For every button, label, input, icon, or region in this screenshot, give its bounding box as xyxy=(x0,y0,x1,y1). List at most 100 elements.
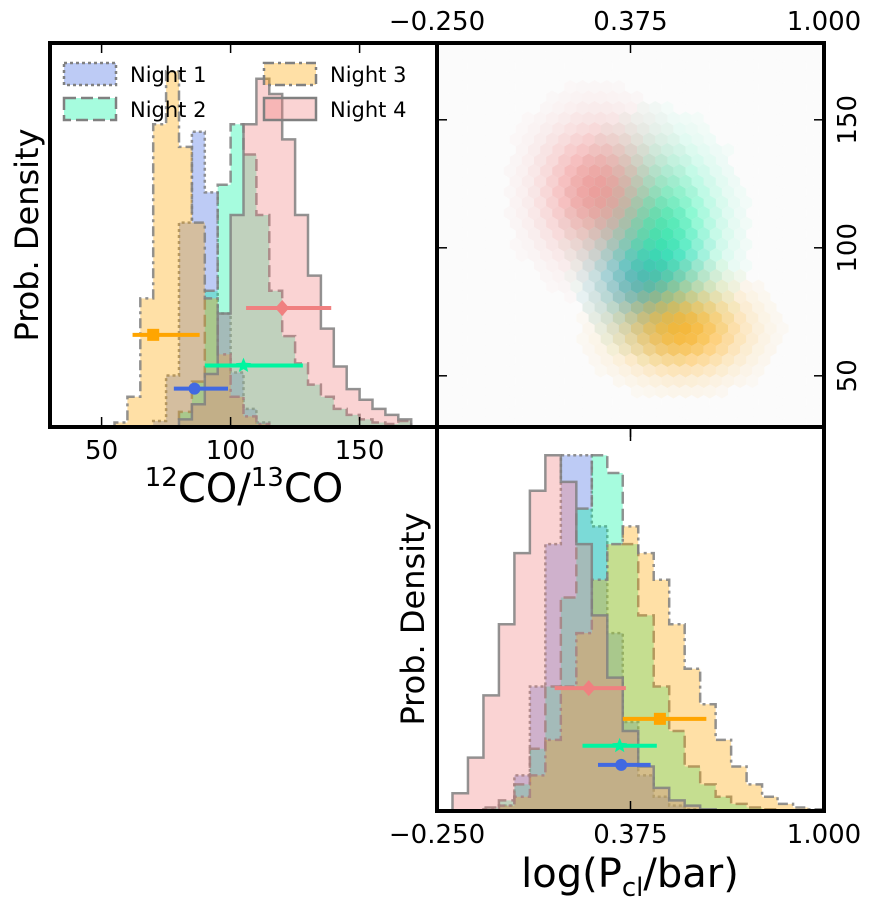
night-4-hexbin-cell xyxy=(564,122,577,136)
night-3-hexbin-cell xyxy=(606,342,619,357)
hexbin-background-cell xyxy=(806,311,819,325)
night-4-hexbin-cell xyxy=(582,279,595,294)
hexbin-background-cell xyxy=(794,185,807,199)
night-1-hexbin-cell xyxy=(606,321,619,336)
hexbin-background-cell xyxy=(606,69,619,84)
hexbin-background-cell xyxy=(685,122,698,136)
night-4-hexbin-cell xyxy=(588,122,601,136)
night-2-hexbin-cell xyxy=(691,216,704,231)
hexbin-background-cell xyxy=(527,353,541,367)
hexbin-background-cell xyxy=(782,227,795,241)
night-2-hexbin-cell xyxy=(697,290,710,304)
hexbin-background-cell xyxy=(467,59,480,73)
hexbin-background-cell xyxy=(685,80,698,94)
night-4-hexbin-cell xyxy=(521,216,534,231)
night-3-hexbin-cell xyxy=(631,279,644,294)
night-4-hexbin-cell xyxy=(673,185,686,199)
hexbin-background-cell xyxy=(479,122,492,136)
hexbin-background-cell xyxy=(479,101,492,115)
hexbin-background-cell xyxy=(540,164,553,178)
night-3-hexbin-cell xyxy=(655,384,668,399)
hexbin-background-cell xyxy=(467,332,480,346)
night-4-hexbin-cell xyxy=(594,237,607,252)
night-1-hexbin-cell xyxy=(697,290,710,304)
night-4-hexbin-cell xyxy=(612,164,625,178)
hexbin-background-cell xyxy=(728,153,741,168)
night-4-histogram-outline xyxy=(437,453,824,811)
hexbin-background-cell xyxy=(473,48,486,63)
night-4-hexbin-cell xyxy=(576,101,589,115)
night-4-hexbin-cell xyxy=(649,185,662,199)
hexbin-background-cell xyxy=(485,237,498,252)
hexbin-background-cell xyxy=(649,374,662,388)
night-2-hexbin-cell xyxy=(576,269,589,283)
x-tick-label: 150 xyxy=(335,436,385,466)
hexbin-background-cell xyxy=(618,363,631,378)
night-3-hexbin-cell xyxy=(643,342,656,357)
night-3-hexbin-cell xyxy=(703,279,716,294)
night-1-hexbin-cell xyxy=(685,227,698,241)
hexbin-background-cell xyxy=(697,122,710,136)
hexbin-background-cell xyxy=(564,80,577,94)
hexbin-background-cell xyxy=(740,153,753,168)
night-4-hexbin-cell xyxy=(564,143,577,157)
hexbin-background-cell xyxy=(600,374,613,388)
night-3-hexbin-cell xyxy=(655,342,668,357)
night-4-hexbin-cell xyxy=(606,90,619,105)
night-4-hexbin-cell xyxy=(655,111,668,126)
hexbin-background-cell xyxy=(521,216,534,231)
hexbin-background-cell xyxy=(491,269,504,283)
night-2-hexbin-cell xyxy=(594,300,607,315)
night-4-hexbin-cell xyxy=(534,216,547,231)
hexbin-background-cell xyxy=(655,132,668,147)
hexbin-background-cell xyxy=(443,185,456,199)
night-2-hexbin-cell xyxy=(612,311,625,325)
night-2-hexbin-cell xyxy=(661,164,674,178)
hexbin-background-cell xyxy=(497,111,510,126)
hexbin-background-cell xyxy=(449,363,462,378)
night-4-hexbin-cell xyxy=(582,153,595,168)
hexbin-background-cell xyxy=(752,153,765,168)
night-1-hexbin-cell xyxy=(685,269,698,283)
hexbin-background-cell xyxy=(794,311,807,325)
night-4-hexbin-cell xyxy=(588,164,601,178)
night-4-hexbin-cell xyxy=(673,227,686,241)
hexbin-background-cell xyxy=(497,279,510,294)
hexbin-background-cell xyxy=(473,111,486,126)
hexbin-background-cell xyxy=(588,395,601,409)
night-2-hexbin-cell xyxy=(576,227,589,241)
night-4-hexbin-cell xyxy=(515,185,528,199)
hexbin-background-cell xyxy=(776,132,789,147)
night-3-hexbin-cell xyxy=(612,374,625,388)
hexbin-background-cell xyxy=(546,405,559,420)
hexbin-background-cell xyxy=(728,342,741,357)
hexbin-background-cell xyxy=(437,363,450,378)
night-4-hexbin-cell xyxy=(527,248,541,262)
hexbin-background-cell xyxy=(509,279,522,294)
hexbin-background-cell xyxy=(649,59,662,73)
hexbin-background-cell xyxy=(582,321,595,336)
hexbin-background-cell xyxy=(582,405,595,420)
x-tick-label: 0.375 xyxy=(593,820,667,850)
night-4-legend-swatch-fill xyxy=(264,98,316,120)
night-2-hexbin-cell xyxy=(588,143,601,157)
hexbin-background-cell xyxy=(637,59,650,73)
night-4-hexbin-cell xyxy=(588,248,601,262)
hexbin-background-cell xyxy=(515,395,528,409)
night-3-hexbin-cell xyxy=(746,353,759,367)
hexbin-background-cell xyxy=(734,416,747,427)
night-2-hexbin-cell xyxy=(667,132,680,147)
night-4-hexbin-cell xyxy=(570,153,583,168)
night-2-hexbin-cell xyxy=(709,227,722,241)
hexbin-background-cell xyxy=(728,258,741,273)
hexbin-background-cell xyxy=(588,290,601,304)
night-4-hexbin-cell xyxy=(655,216,668,231)
hexbin-background-cell xyxy=(764,321,777,336)
night-2-hexbin-cell xyxy=(673,143,686,157)
night-2-histogram-outline xyxy=(437,453,824,811)
hexbin-background-cell xyxy=(527,43,541,52)
night-3-histogram-fill xyxy=(437,526,824,811)
hexbin-background-cell xyxy=(788,90,801,105)
hexbin-background-cell xyxy=(515,43,528,52)
night-4-hexbin-cell xyxy=(509,174,522,189)
